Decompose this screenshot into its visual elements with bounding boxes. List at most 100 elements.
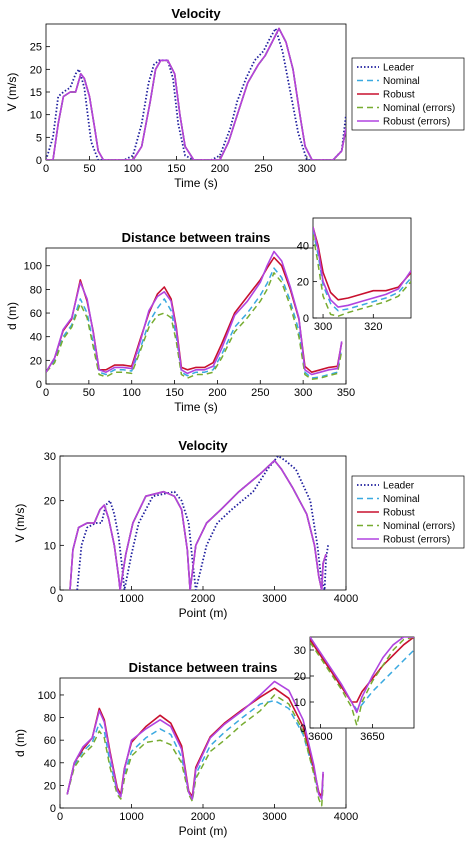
legend-entry: Nominal (errors) xyxy=(383,103,455,114)
y-tick-label: 20 xyxy=(44,496,56,508)
x-tick-label: 0 xyxy=(43,163,49,175)
y-tick-label: 30 xyxy=(44,451,56,463)
x-tick-label: 0 xyxy=(57,811,63,823)
chart-title: Distance between trains xyxy=(122,230,271,245)
y-tick-label: 30 xyxy=(294,645,306,657)
chart-title: Velocity xyxy=(178,438,228,453)
legend-entry: Robust xyxy=(383,508,415,519)
x-tick-label: 50 xyxy=(83,387,95,399)
series-robust-errors-line xyxy=(46,250,343,376)
legend-entry: Nominal xyxy=(383,494,420,505)
y-tick-label: 100 xyxy=(38,690,56,702)
chart-title: Velocity xyxy=(171,6,221,21)
y-tick-label: 0 xyxy=(300,723,306,735)
x-tick-label: 100 xyxy=(123,387,141,399)
x-tick-label: 150 xyxy=(165,387,183,399)
y-axis-label: d (m) xyxy=(13,729,27,757)
y-axis-label: V (m/s) xyxy=(13,504,27,543)
x-tick-label: 200 xyxy=(208,387,226,399)
chart-3: 300 320 0 20 40 xyxy=(297,217,412,333)
x-tick-label: 100 xyxy=(124,163,142,175)
y-tick-label: 80 xyxy=(44,713,56,725)
y-tick-label: 20 xyxy=(297,277,309,289)
y-tick-label: 15 xyxy=(30,87,42,99)
plot-area xyxy=(59,455,347,591)
series-leader-line xyxy=(76,456,329,590)
series-robust-line xyxy=(313,226,411,301)
legend: Leader Nominal Robust Nominal (errors) Robus… xyxy=(351,57,465,131)
series-nominal-errors-line xyxy=(310,637,414,727)
series-nominal-errors-line xyxy=(66,694,324,807)
chart-4: 0 1000 2000 3000 4000 0 10 20 30 Velocity Point (m… xyxy=(13,438,465,620)
x-tick-label: 320 xyxy=(364,321,382,333)
y-tick-label: 10 xyxy=(30,110,42,122)
x-tick-label: 0 xyxy=(43,387,49,399)
x-tick-label: 3650 xyxy=(360,731,384,743)
y-tick-label: 60 xyxy=(44,735,56,747)
x-tick-label: 2000 xyxy=(191,593,215,605)
x-tick-label: 1000 xyxy=(119,811,143,823)
series-nominal-line xyxy=(66,699,324,800)
legend-entry: Robust (errors) xyxy=(383,535,450,546)
y-axis-label: d (m) xyxy=(5,302,19,330)
x-tick-label: 2000 xyxy=(191,811,215,823)
y-tick-label: 20 xyxy=(30,64,42,76)
x-tick-label: 3000 xyxy=(262,811,286,823)
y-tick-label: 20 xyxy=(30,355,42,367)
x-axis-label: Point (m) xyxy=(179,824,228,838)
x-tick-label: 4000 xyxy=(334,593,358,605)
y-tick-label: 40 xyxy=(30,332,42,344)
y-axis-label: V (m/s) xyxy=(5,73,19,112)
y-tick-label: 0 xyxy=(50,803,56,815)
x-tick-label: 250 xyxy=(254,163,272,175)
x-tick-label: 350 xyxy=(337,387,355,399)
y-tick-label: 10 xyxy=(294,697,306,709)
x-tick-label: 150 xyxy=(167,163,185,175)
series-robust-errors-line xyxy=(46,27,346,160)
x-tick-label: 3000 xyxy=(262,593,286,605)
chart-2: 0 50 100 150 200 250 300 350020406080100Distanc… xyxy=(5,230,355,414)
y-tick-label: 0 xyxy=(36,379,42,391)
series-robust-line xyxy=(310,637,414,703)
y-tick-label: 5 xyxy=(36,132,42,144)
x-axis-label: Point (m) xyxy=(179,606,228,620)
series-robust-errors-line xyxy=(313,226,411,308)
legend-entry: Leader xyxy=(383,63,415,74)
x-tick-label: 50 xyxy=(83,163,95,175)
y-tick-label: 10 xyxy=(44,540,56,552)
y-tick-label: 25 xyxy=(30,42,42,54)
chart-1: 0 50 100 150 200 250 300 0 5 10 15 20 25 Velocity Time… xyxy=(5,6,465,190)
plot-area xyxy=(45,247,347,385)
x-tick-label: 300 xyxy=(314,321,332,333)
legend: Leader Nominal Robust Nominal (errors) Robus… xyxy=(351,475,465,549)
x-tick-label: 0 xyxy=(57,593,63,605)
series-nominal-errors-line xyxy=(313,234,411,317)
y-tick-label: 100 xyxy=(24,261,42,273)
y-tick-label: 60 xyxy=(30,308,42,320)
legend-entry: Nominal xyxy=(383,76,420,87)
series-robust-errors-line xyxy=(66,680,324,800)
x-tick-label: 250 xyxy=(251,387,269,399)
series-robust-errors-line xyxy=(69,459,327,590)
x-axis-label: Time (s) xyxy=(174,400,218,414)
chart-6: 3600 3650 0 10 20 30 xyxy=(294,636,415,743)
legend-entry: Robust (errors) xyxy=(383,117,450,128)
legend-entry: Nominal (errors) xyxy=(383,521,455,532)
plot-area xyxy=(312,217,412,319)
series-leader-line xyxy=(46,27,346,160)
y-tick-label: 40 xyxy=(44,758,56,770)
legend-entry: Robust xyxy=(383,90,415,101)
y-tick-label: 80 xyxy=(30,284,42,296)
x-axis-label: Time (s) xyxy=(174,176,218,190)
x-tick-label: 300 xyxy=(294,387,312,399)
series-robust-line xyxy=(66,687,324,798)
y-tick-label: 0 xyxy=(36,155,42,167)
y-tick-label: 0 xyxy=(303,313,309,325)
x-tick-label: 4000 xyxy=(334,811,358,823)
x-tick-label: 1000 xyxy=(119,593,143,605)
series-robust-errors-line xyxy=(310,637,414,714)
legend-entry: Leader xyxy=(383,481,415,492)
y-tick-label: 40 xyxy=(297,240,309,252)
y-tick-label: 0 xyxy=(50,585,56,597)
chart-title: Distance between trains xyxy=(129,660,278,675)
